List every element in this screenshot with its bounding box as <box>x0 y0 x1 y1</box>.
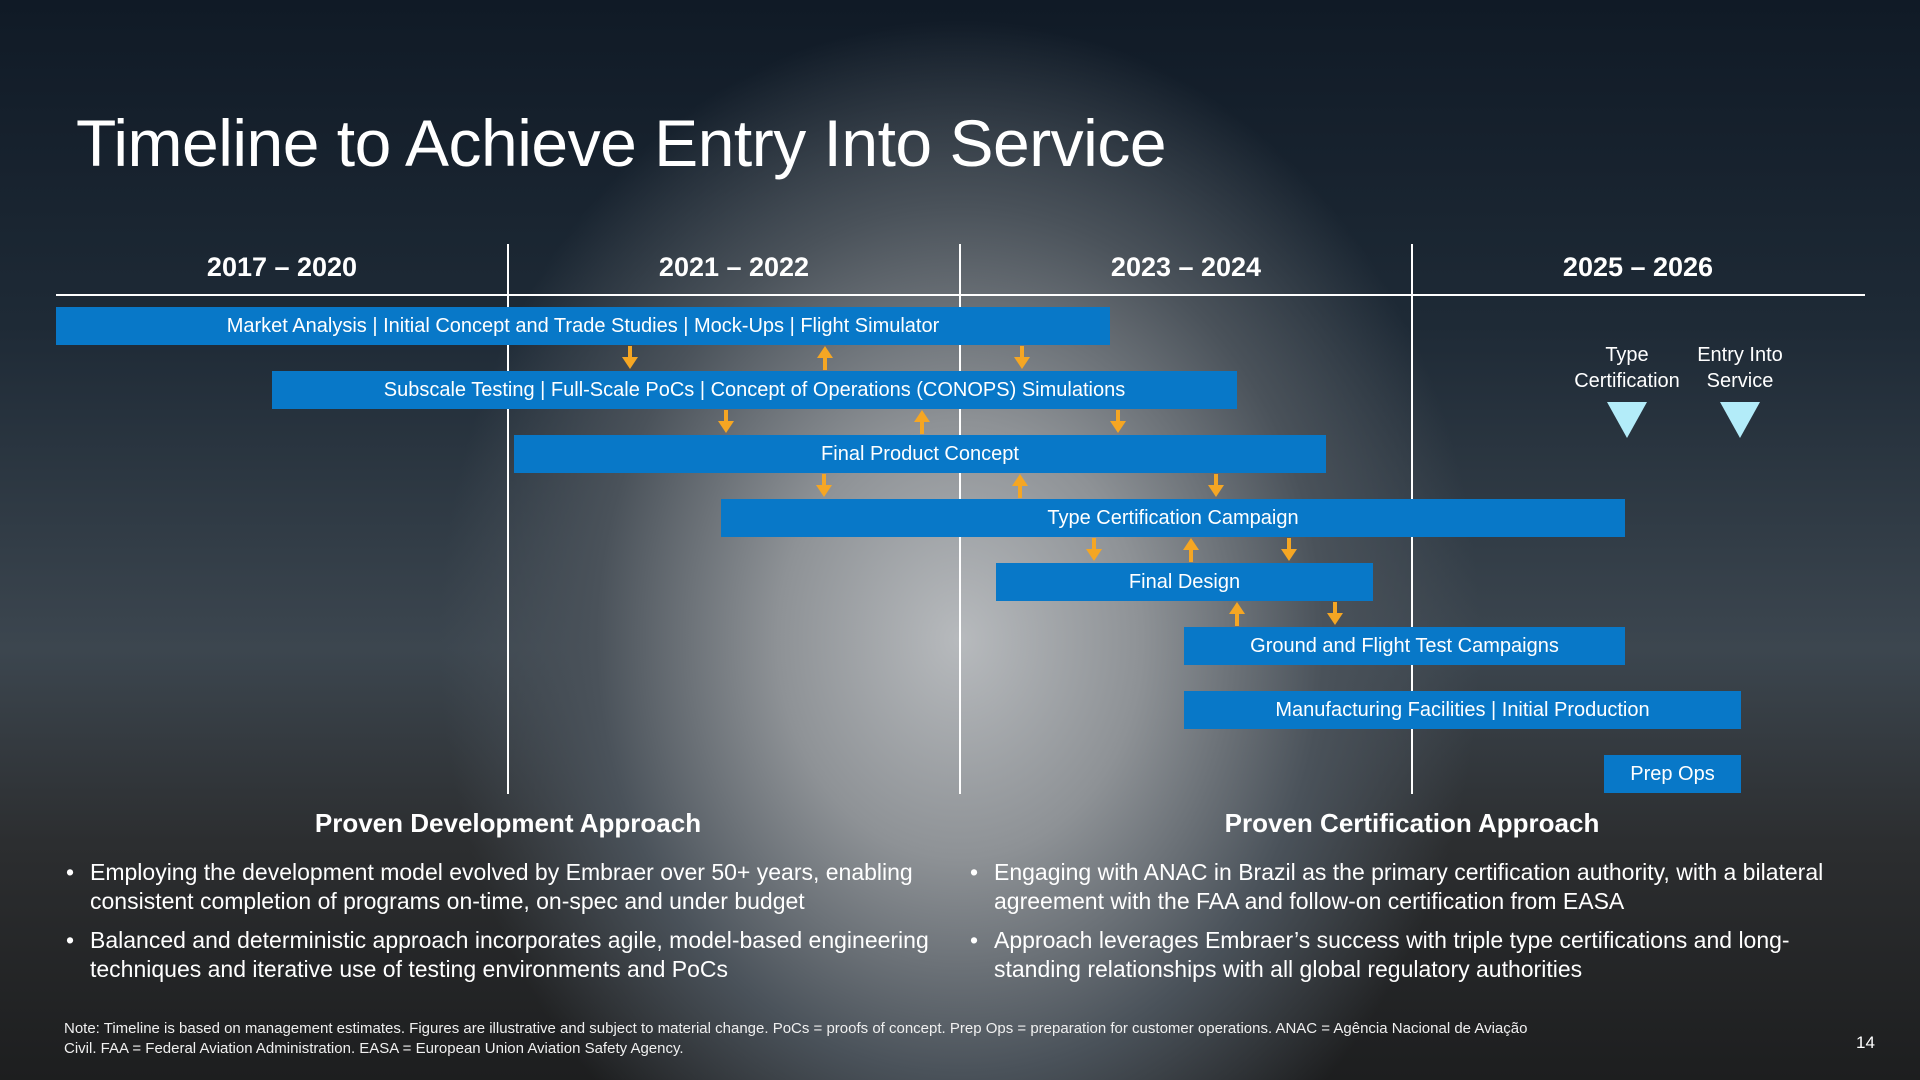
footnote: Note: Timeline is based on management es… <box>64 1020 1528 1057</box>
milestone-entry-into-service-label: Entry Into Service <box>1670 342 1810 394</box>
development-approach-list: Employing the development model evolved … <box>64 858 954 994</box>
arrow-down-icon <box>718 410 734 433</box>
development-approach-heading: Proven Development Approach <box>314 808 702 838</box>
list-item: Approach leverages Embraer’s success wit… <box>968 926 1848 984</box>
arrow-down-icon <box>622 346 638 369</box>
certification-approach-heading: Proven Certification Approach <box>1224 808 1600 838</box>
bar-final-product-concept: Final Product Concept <box>514 435 1326 473</box>
arrow-down-icon <box>1208 474 1224 497</box>
arrow-down-icon <box>1014 346 1030 369</box>
milestone-label-line: Entry Into <box>1697 344 1783 366</box>
list-item: Employing the development model evolved … <box>64 858 954 916</box>
arrow-down-icon <box>1086 538 1102 561</box>
period-header-3: 2023 – 2024 <box>1110 252 1262 282</box>
bar-manufacturing: Manufacturing Facilities | Initial Produ… <box>1184 691 1741 729</box>
milestone-triangle-icon <box>1607 402 1647 438</box>
arrow-down-icon <box>816 474 832 497</box>
arrow-up-icon <box>1183 538 1199 562</box>
arrow-up-icon <box>1229 602 1245 626</box>
milestone-label-line: Service <box>1706 370 1774 392</box>
arrow-down-icon <box>1327 602 1343 625</box>
milestone-label-line: Type <box>1605 344 1649 366</box>
arrow-up-icon <box>914 410 930 434</box>
slide-title: Timeline to Achieve Entry Into Service <box>76 106 1167 180</box>
bar-type-certification-campaign: Type Certification Campaign <box>721 499 1625 537</box>
bar-final-design: Final Design <box>996 563 1373 601</box>
arrow-up-icon <box>817 346 833 370</box>
list-item: Engaging with ANAC in Brazil as the prim… <box>968 858 1848 916</box>
arrow-up-icon <box>1012 474 1028 498</box>
period-header-1: 2017 – 2020 <box>206 252 358 282</box>
milestone-triangle-icon <box>1720 402 1760 438</box>
arrow-down-icon <box>1110 410 1126 433</box>
period-header-4: 2025 – 2026 <box>1562 252 1714 282</box>
bar-market-analysis: Market Analysis | Initial Concept and Tr… <box>56 307 1110 345</box>
bar-ground-flight-test: Ground and Flight Test Campaigns <box>1184 627 1625 665</box>
bar-prep-ops: Prep Ops <box>1604 755 1741 793</box>
milestone-label-line: Certification <box>1574 370 1680 392</box>
period-header-2: 2021 – 2022 <box>658 252 810 282</box>
list-item: Balanced and deterministic approach inco… <box>64 926 954 984</box>
arrow-down-icon <box>1281 538 1297 561</box>
page-number: 14 <box>1856 1033 1875 1052</box>
period-divider-1 <box>507 244 509 794</box>
milestone-type-certification-label: Type Certification <box>1557 342 1697 394</box>
bar-subscale-testing: Subscale Testing | Full-Scale PoCs | Con… <box>272 371 1237 409</box>
certification-approach-list: Engaging with ANAC in Brazil as the prim… <box>968 858 1848 994</box>
